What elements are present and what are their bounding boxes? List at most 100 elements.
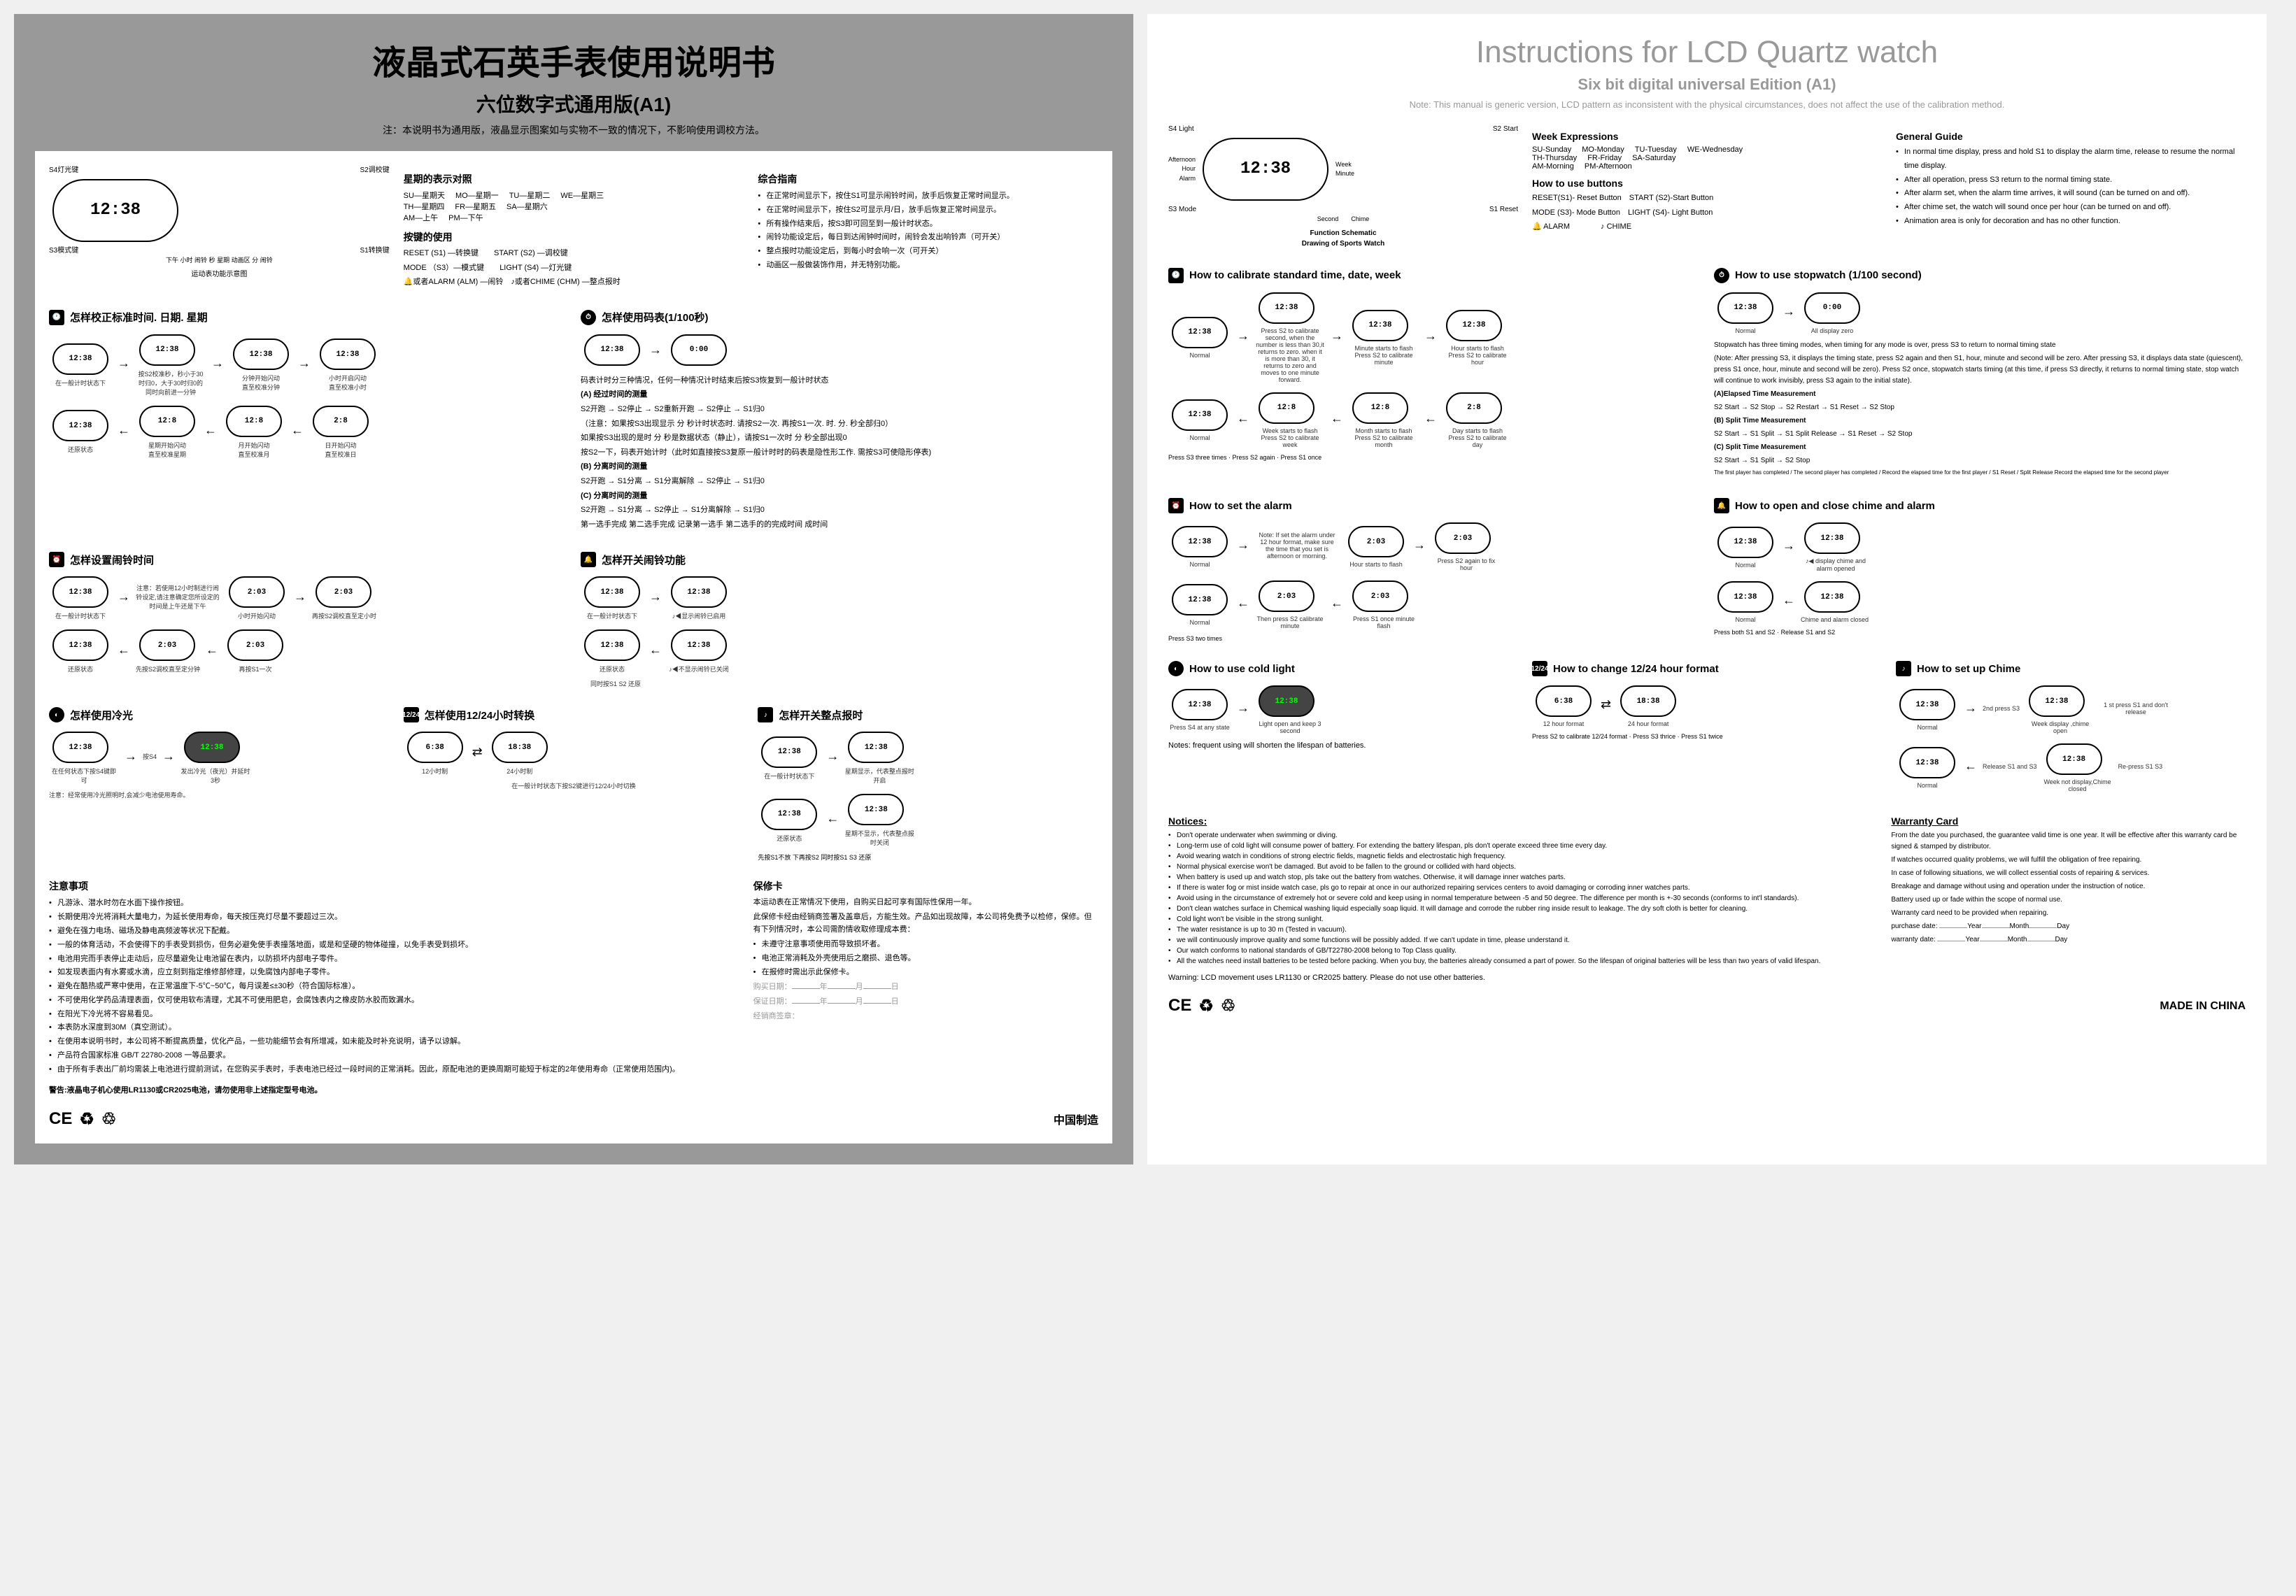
- wr-l2: 此保修卡经由经销商签署及盖章后，方能生效。产品如出现故障，本公司将免费予以检修，…: [753, 911, 1098, 936]
- cn-calibrate-title: 🕐怎样校正标准时间. 日期. 星期: [49, 310, 567, 325]
- wr-buy: 购买日期：: [753, 983, 792, 991]
- arrow-icon: ⇄: [1601, 697, 1611, 712]
- ebtn-chime: ♪ CHIME: [1601, 222, 1631, 231]
- ecl-row: 12:38Press S4 at any state → 12:38Light …: [1168, 682, 1518, 734]
- en8: Cold light won't be visible in the stron…: [1168, 914, 1877, 925]
- cl-any: 在任何状态下按S4键即可: [49, 767, 119, 785]
- eca-normal2: Normal: [1714, 616, 1777, 623]
- arrow-icon: →: [1331, 329, 1343, 343]
- arrow-icon: ←: [291, 423, 304, 438]
- cn-chime: 🔔怎样开关闹铃功能 12:38在一般计时状态下 → 12:38♪◀显示闹铃已启用…: [581, 543, 1098, 688]
- ebtn-alarm: 🔔 ALARM: [1532, 222, 1570, 231]
- en-warranty: Warranty Card From the date you purchase…: [1891, 808, 2246, 982]
- ec-minc: Press S2 to calibrate minute: [1349, 352, 1419, 366]
- esw-cf: S2 Start → S1 Split → S2 Stop: [1714, 455, 2246, 466]
- ewk-su: SU-Sunday: [1532, 145, 1571, 154]
- esw-b: (B) Split Time Measurement: [1714, 417, 1806, 425]
- label-s3: S3模式键: [49, 245, 78, 256]
- hc1: 12:38: [761, 736, 817, 768]
- guide-0: 在正常时间显示下，按住S1可显示闹铃时间，放手后恢复正常时间显示。: [758, 190, 1098, 204]
- en-guide-list: In normal time display, press and hold S…: [1896, 145, 2246, 229]
- n8: 在阳光下冷光将不容易看见。: [49, 1008, 739, 1022]
- c-hour: 小时开启闪动: [316, 373, 379, 383]
- ef-row: 6:3812 hour format ⇄ 18:3824 hour format: [1532, 682, 1882, 727]
- en2: Avoid wearing watch in conditions of str…: [1168, 851, 1877, 862]
- light-icon: ◐: [1168, 661, 1184, 676]
- arrow-icon: →: [1424, 329, 1437, 343]
- light-icon: ◐: [49, 707, 64, 722]
- cn-hourchime-title: ♪怎样开关整点报时: [758, 707, 1098, 722]
- en-warning: Warning: LCD movement uses LR1130 or CR2…: [1168, 974, 1877, 982]
- sw-intro: 码表计时分三种情况，任何一种情况计时结束后按S3恢复到一般计时状态: [581, 375, 1098, 387]
- chime-icon: ♪: [758, 707, 773, 722]
- ec-normal2: Normal: [1168, 434, 1231, 441]
- arrow-icon: ⇄: [472, 745, 483, 760]
- el-s1: S1 Reset: [1489, 204, 1518, 215]
- ecal-title: How to calibrate standard time, date, we…: [1189, 269, 1401, 281]
- eal-s1m: Press S1 once minute flash: [1349, 615, 1419, 629]
- cn-week-buttons-col: 星期的表示对照 SU—星期天MO—星期一TU—星期二WE—星期三 TH—星期四F…: [404, 165, 744, 291]
- ewr-l2: If watches occurred quality problems, we…: [1891, 855, 2246, 866]
- sw-b: (B) 分离时间的测量: [581, 462, 647, 471]
- hc-state: 在一般计时状态下: [758, 771, 821, 781]
- wk-su: SU—星期天: [404, 192, 445, 200]
- btn-start: START (S2) —调校键: [494, 249, 568, 257]
- ew4: 12:38: [1446, 310, 1502, 341]
- en-stopwatch: ⏱How to use stopwatch (1/100 second) 12:…: [1714, 259, 2246, 480]
- cl2: 12:38: [184, 732, 240, 763]
- label-s2: S2调校键: [360, 165, 389, 176]
- arrow-icon: →: [1413, 538, 1426, 553]
- ca-on: ♪◀显示闹铃已启用: [667, 611, 730, 620]
- hc-restore: 还原状态: [758, 834, 821, 843]
- wk-pm: PM—下午: [448, 214, 483, 222]
- arrow-icon: →: [118, 590, 130, 604]
- arrow-icon: ←: [1783, 593, 1795, 608]
- esw-title: How to use stopwatch (1/100 second): [1735, 269, 1922, 281]
- esw-cend: The first player has completed / The sec…: [1714, 469, 2246, 478]
- cn-week-table: SU—星期天MO—星期一TU—星期二WE—星期三 TH—星期四FR—星期五SA—…: [404, 190, 744, 223]
- ec-sec: Press S2 to calibrate second, when the n…: [1255, 327, 1325, 383]
- en-hero: Instructions for LCD Quartz watch Six bi…: [1168, 35, 2246, 110]
- ewk-th: TH-Thursday: [1532, 154, 1577, 162]
- esc-rep: Re-press S1 S3: [2118, 763, 2163, 770]
- wr-l1: 本运动表在正常情况下使用，自购买日起可享有国际性保用一年。: [753, 897, 1098, 909]
- ef-s2: Press S2 to calibrate 12/24 format: [1532, 733, 1627, 740]
- cl-row: 12:38在任何状态下按S4键即可 →按S4→ 12:38发出冷光（夜光）并延时…: [49, 728, 390, 785]
- arrow-icon: →: [162, 749, 175, 764]
- en-stopwatch-title: ⏱How to use stopwatch (1/100 second): [1714, 268, 2246, 283]
- eg-4: Animation area is only for decoration an…: [1896, 215, 2246, 229]
- arrow-icon: →: [294, 590, 306, 604]
- eal4: 12:38: [1172, 584, 1228, 615]
- cn-row3: ⏰怎样设置闹铃时间 12:38在一般计时状态下 → 注意：若使用12小时制进行闹…: [49, 543, 1098, 688]
- ce-icon: CE: [1168, 996, 1191, 1016]
- al-state: 在一般计时状态下: [49, 611, 112, 620]
- arrow-icon: →: [1237, 538, 1249, 553]
- ewr-l1: From the date you purchased, the guarant…: [1891, 830, 2246, 853]
- ewk-pm: PM-Afternoon: [1585, 162, 1632, 171]
- n0: 凡游泳、潜水时勿在水面下操作按钮。: [49, 897, 739, 911]
- label-s1: S1转换键: [360, 245, 389, 256]
- cn-calibrate: 🕐怎样校正标准时间. 日期. 星期 12:38在一般计时状态下 → 12:38按…: [49, 301, 567, 534]
- al-title-text: 怎样设置闹铃时间: [70, 553, 154, 567]
- w7: 12:8: [226, 406, 282, 437]
- cn-stopwatch-title: ⏱怎样使用码表(1/100秒): [581, 310, 1098, 325]
- cn-schematic-caption: 运动表功能示意图: [49, 269, 390, 280]
- ew6: 12:8: [1259, 392, 1314, 424]
- ewr-wdate: warranty date:: [1891, 936, 1935, 943]
- ca-row1: 12:38在一般计时状态下 → 12:38♪◀显示闹铃已启用: [581, 573, 1098, 620]
- el-s2: S2 Start: [1493, 124, 1518, 134]
- ec-s2: Press S2 again: [1233, 454, 1275, 461]
- btn-reset: RESET (S1) —转换键: [404, 249, 479, 257]
- el-pm: Afternoon: [1168, 155, 1196, 165]
- hc-row1: 12:38在一般计时状态下 → 12:38星期显示，代表整点报时开启: [758, 728, 1098, 785]
- esw2: 0:00: [1804, 292, 1860, 324]
- eal-r1: 12:38Normal → Note: If set the alarm und…: [1168, 519, 1700, 571]
- al-hrf: 小时开始闪动: [225, 611, 288, 620]
- esc1: 12:38: [1899, 689, 1955, 720]
- en-chimealarm: 🔔How to open and close chime and alarm 1…: [1714, 490, 2246, 642]
- esc-normal: Normal: [1896, 724, 1959, 731]
- el-min: Minute: [1335, 169, 1354, 179]
- arrow-icon: ←: [206, 643, 218, 657]
- wr-d2: 日: [891, 997, 899, 1006]
- cal-title-text: 怎样校正标准时间. 日期. 星期: [70, 310, 208, 325]
